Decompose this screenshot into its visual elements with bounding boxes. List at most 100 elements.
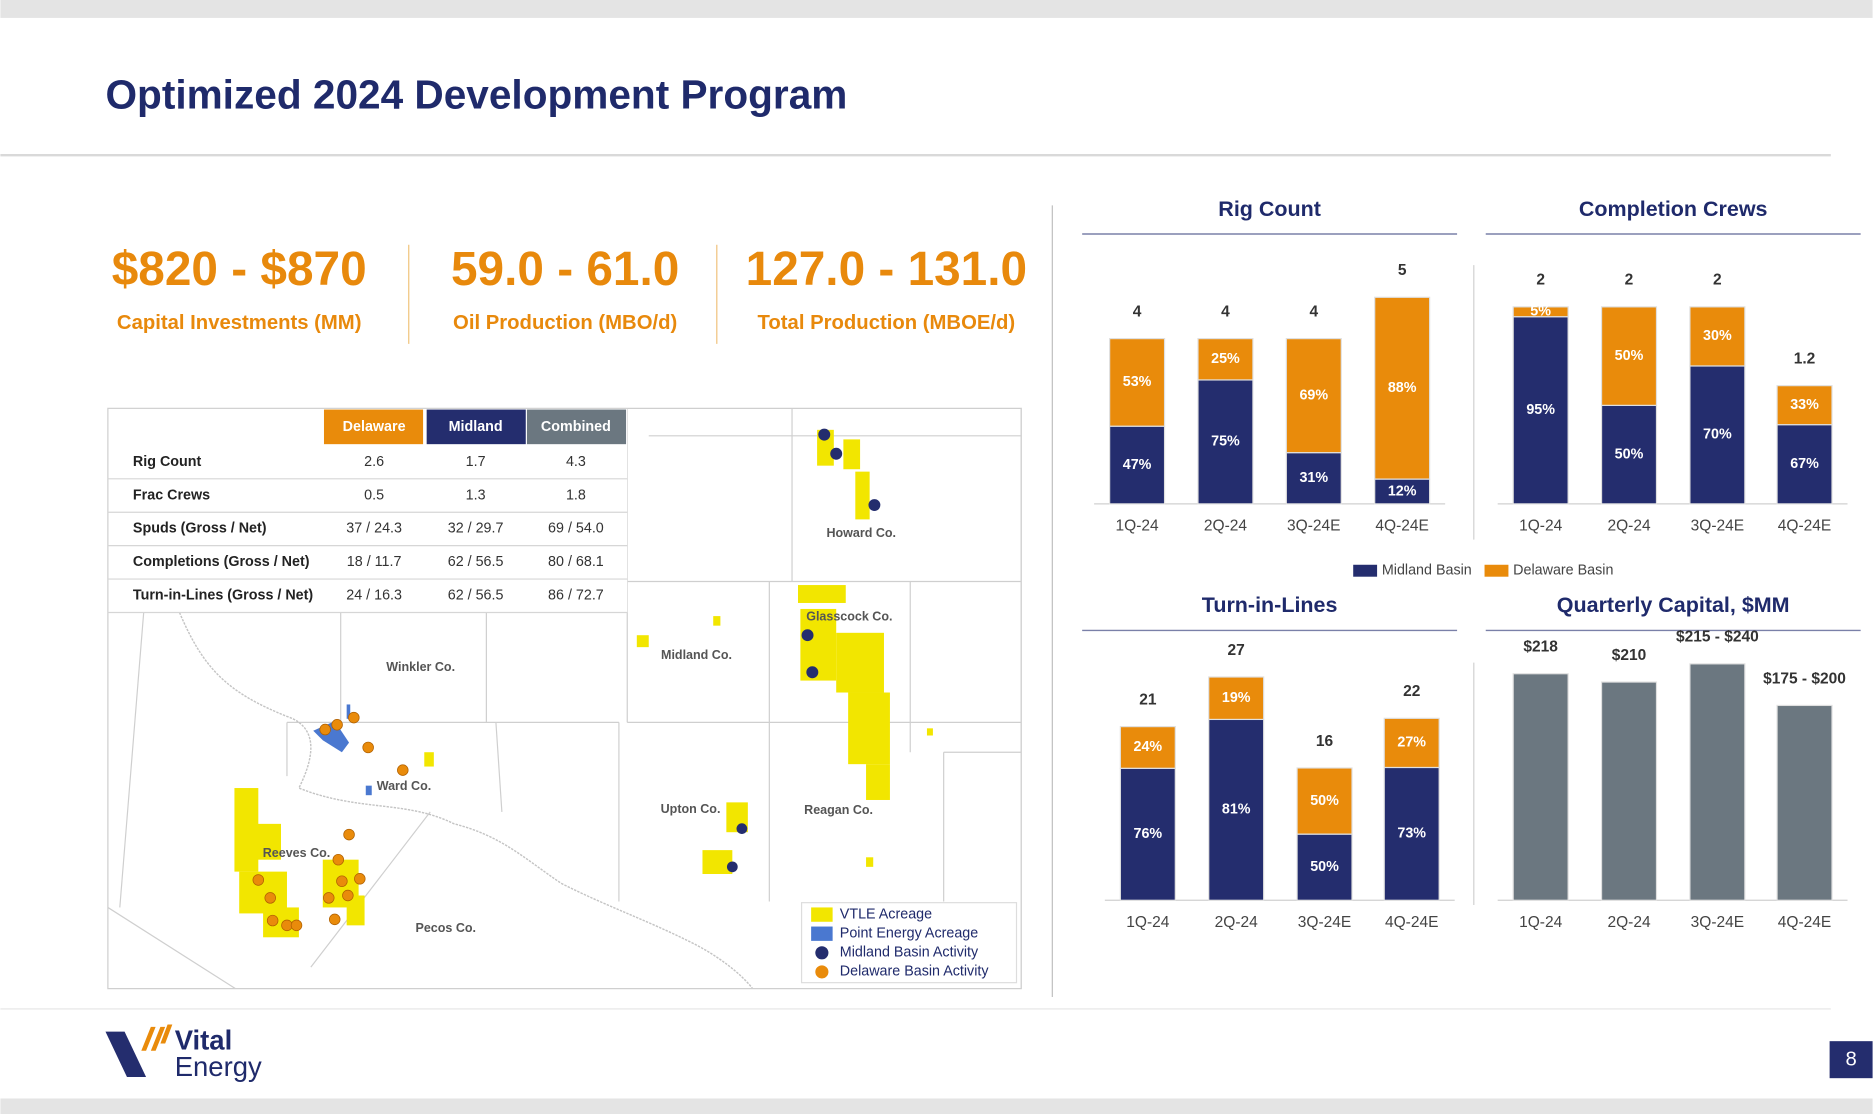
table-cell: 18 / 11.7 <box>347 554 402 570</box>
top-bar <box>0 0 1873 18</box>
table-cell: 69 / 54.0 <box>548 521 604 537</box>
segment-label: 70% <box>1703 427 1732 443</box>
table-cell: 4.3 <box>566 454 586 470</box>
x-tick-label: 2Q-24 <box>1215 914 1258 931</box>
table-cell: 32 / 29.7 <box>448 521 504 537</box>
legend-dot <box>815 946 829 960</box>
kpi-label: Total Production (MBOE/d) <box>758 312 1016 334</box>
bar <box>1776 704 1833 901</box>
bar-segment <box>1119 767 1176 901</box>
segment-label: 33% <box>1790 397 1819 413</box>
table-header-cell <box>526 409 627 445</box>
bar-segment <box>1197 379 1254 505</box>
legend-label: Midland Basin Activity <box>840 945 979 961</box>
x-tick-label: 4Q-24E <box>1778 914 1831 931</box>
x-tick-label: 2Q-24 <box>1607 518 1650 535</box>
total-label: 21 <box>1139 691 1157 708</box>
table-cell: 86 / 72.7 <box>548 588 604 604</box>
table-cell: 62 / 56.5 <box>448 554 504 570</box>
bar <box>1600 681 1658 901</box>
bar-segment <box>1374 478 1431 505</box>
table-cell: 80 / 68.1 <box>548 554 604 570</box>
table-row-label: Rig Count <box>133 454 202 470</box>
bar-segment <box>1776 385 1833 426</box>
segment-label: 5% <box>1530 304 1551 320</box>
bar-segment <box>1374 296 1431 480</box>
legend-label: Delaware Basin <box>1513 563 1613 579</box>
table-row-label: Frac Crews <box>133 487 210 503</box>
map-legend-box <box>800 902 1018 984</box>
map <box>107 408 1022 989</box>
bar-segment <box>1208 676 1265 721</box>
bar-segment <box>1208 718 1265 901</box>
logo-text: Energy <box>175 1051 262 1082</box>
segment-label: 75% <box>1211 434 1240 450</box>
x-tick-label: 1Q-24 <box>1519 914 1562 931</box>
table-header: Midland <box>449 419 503 435</box>
table-row-label: Turn-in-Lines (Gross / Net) <box>133 588 313 604</box>
table-header: Delaware <box>343 419 406 435</box>
bar-segment <box>1109 425 1166 505</box>
county-label: Reagan Co. <box>804 803 873 817</box>
table-cell: 2.6 <box>364 454 384 470</box>
bar-segment <box>1600 306 1658 406</box>
x-tick-label: 2Q-24 <box>1607 914 1650 931</box>
bar-segment <box>1119 726 1176 769</box>
bar-segment <box>1689 306 1746 367</box>
kpi-label: Oil Production (MBO/d) <box>453 312 677 334</box>
segment-label: 47% <box>1123 457 1152 473</box>
slide-title: Optimized 2024 Development Program <box>105 72 847 118</box>
table-cell: 1.7 <box>466 454 486 470</box>
county-label: Glasscock Co. <box>806 610 892 624</box>
bar-segment <box>1285 452 1342 505</box>
x-tick-label: 3Q-24E <box>1298 914 1351 931</box>
legend-dot <box>815 965 829 979</box>
x-tick-label: 1Q-24 <box>1116 518 1159 535</box>
total-label: 2 <box>1625 272 1634 289</box>
legend-label: VTLE Acreage <box>840 906 932 922</box>
segment-label: 81% <box>1222 802 1251 818</box>
segment-label: 12% <box>1388 483 1417 499</box>
county-label: Reeves Co. <box>263 846 330 860</box>
bar-segment <box>1512 316 1569 505</box>
map-frame <box>107 407 1022 990</box>
value-label: $175 - $200 <box>1763 670 1846 687</box>
kpi-value: $820 - $870 <box>112 243 367 296</box>
total-label: 16 <box>1316 733 1334 750</box>
table-row-label: Spuds (Gross / Net) <box>133 521 267 537</box>
segment-label: 50% <box>1310 859 1339 875</box>
county-label: Ward Co. <box>377 779 431 793</box>
value-label: $218 <box>1523 639 1558 656</box>
bar-segment <box>1296 767 1353 835</box>
x-tick-label: 3Q-24E <box>1691 518 1744 535</box>
x-tick-label: 4Q-24E <box>1778 518 1831 535</box>
x-tick-label: 1Q-24 <box>1126 914 1169 931</box>
page-number: 8 <box>1845 1049 1856 1071</box>
total-label: 5 <box>1398 262 1407 279</box>
bar-segment <box>1383 717 1440 769</box>
county-label: Winkler Co. <box>386 660 455 674</box>
segment-label: 19% <box>1222 690 1251 706</box>
segment-label: 67% <box>1790 456 1819 472</box>
bar <box>1689 663 1746 901</box>
table-row-label: Completions (Gross / Net) <box>133 554 310 570</box>
county-label: Midland Co. <box>661 648 732 662</box>
total-label: 27 <box>1228 642 1245 659</box>
x-tick-label: 4Q-24E <box>1375 518 1428 535</box>
logo-mark <box>141 1024 173 1051</box>
table-cell: 1.8 <box>566 487 586 503</box>
table-header-cell <box>323 409 424 445</box>
table-cell: 1.3 <box>466 487 486 503</box>
segment-label: 88% <box>1388 380 1417 396</box>
table-header-cell <box>426 409 526 445</box>
value-label: $215 - $240 <box>1676 629 1759 646</box>
kpi-label: Capital Investments (MM) <box>117 312 362 334</box>
legend-swatch <box>1484 564 1509 577</box>
legend-swatch <box>1353 564 1378 577</box>
total-label: 2 <box>1713 272 1722 289</box>
bar-segment <box>1285 338 1342 454</box>
legend-swatch <box>811 926 833 941</box>
total-label: 22 <box>1403 683 1421 700</box>
